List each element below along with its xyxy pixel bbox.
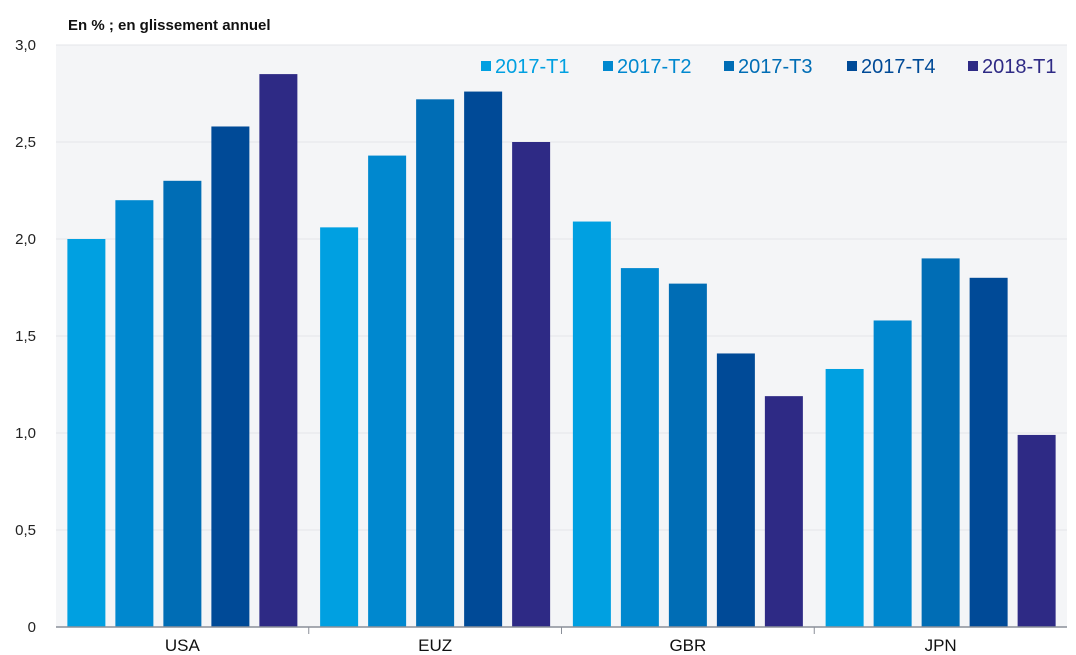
y-tick-label: 0 [28,619,36,636]
bars [67,74,1056,628]
x-tick-label: JPN [925,636,957,655]
y-tick-label: 1,5 [15,328,36,345]
bar-euz-2017-t2 [368,155,407,627]
y-tick-labels: 0 0,5 1,0 1,5 2,0 2,5 3,0 [15,37,36,636]
bar-jpn-2017-t2 [873,320,912,627]
bar-jpn-2017-t3 [921,258,960,627]
bar-euz-2018-t1 [512,142,551,627]
legend-label: 2018-T1 [982,56,1057,78]
bar-gbr-2017-t1 [572,221,611,628]
bar-euz-2017-t1 [320,227,359,628]
legend-label: 2017-T1 [495,56,570,78]
legend-swatch [968,61,978,71]
legend-swatch [847,61,857,71]
unit-label: En % ; en glissement annuel [68,17,271,34]
legend-label: 2017-T4 [861,56,936,78]
x-tick-label: EUZ [418,636,452,655]
bar-jpn-2017-t1 [825,368,864,627]
bar-jpn-2017-t4 [969,277,1008,627]
bar-gbr-2017-t4 [716,353,755,627]
bar-euz-2017-t3 [416,99,455,627]
y-tick-label: 3,0 [15,37,36,54]
bar-gbr-2018-t1 [764,396,803,627]
x-axis: USA EUZ GBR JPN [56,626,1067,655]
y-tick-label: 2,5 [15,134,36,151]
bar-euz-2017-t4 [464,91,503,627]
bar-usa-2017-t3 [163,180,202,628]
legend-swatch [603,61,613,71]
y-tick-label: 1,0 [15,425,36,442]
bar-gbr-2017-t3 [668,283,707,627]
bar-usa-2017-t1 [67,239,106,627]
bar-gbr-2017-t2 [620,268,659,627]
bar-usa-2017-t2 [115,200,154,627]
legend-label: 2017-T3 [738,56,813,78]
legend-swatch [481,61,491,71]
legend-swatch [724,61,734,71]
legend-label: 2017-T2 [617,56,692,78]
bar-jpn-2018-t1 [1017,434,1056,627]
y-tick-label: 0,5 [15,522,36,539]
legend: 2017-T1 2017-T2 2017-T3 2017-T4 2018-T1 [481,56,1057,78]
y-tick-label: 2,0 [15,231,36,248]
bar-usa-2017-t4 [211,126,250,627]
x-tick-label: USA [165,636,201,655]
bar-usa-2018-t1 [259,74,298,628]
x-tick-label: GBR [669,636,706,655]
